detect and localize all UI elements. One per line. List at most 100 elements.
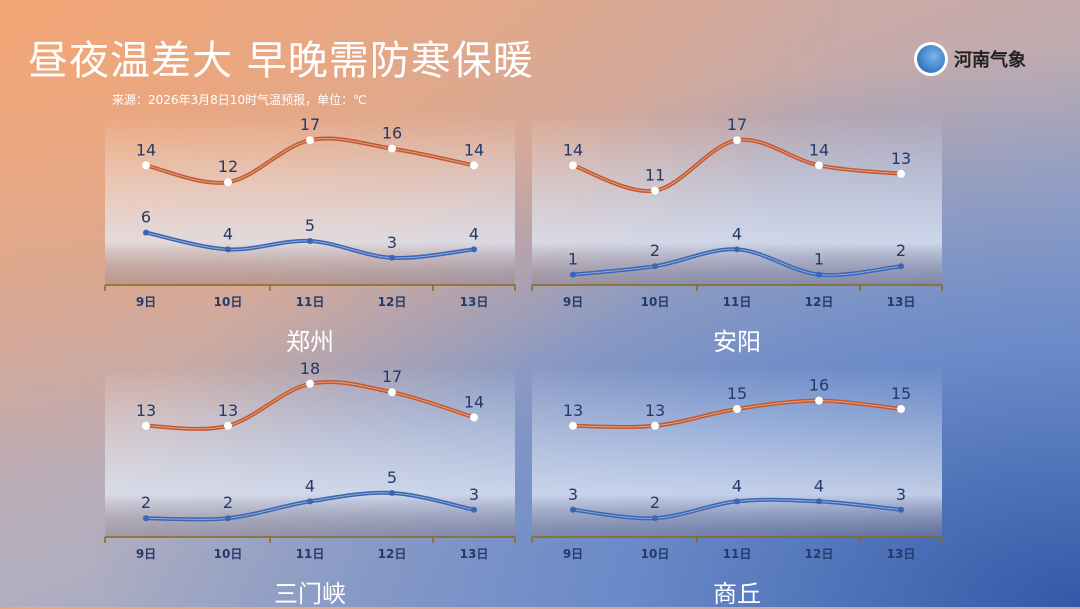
chart-0: 9日 10日 11日 12日 13日 14 12 17 16 14 6 4 5 3 4 — [104, 115, 516, 309]
data-label: 2 — [896, 241, 906, 260]
data-point — [570, 271, 576, 278]
x-tick-label: 13日 — [887, 295, 916, 309]
x-tick-label: 10日 — [641, 547, 670, 561]
source-note: 来源：2026年3月8日10时气温预报，单位：℃ — [112, 93, 367, 107]
data-point — [569, 161, 577, 170]
chart-3: 9日 10日 11日 12日 13日 13 13 15 16 15 3 2 4 4 3 — [531, 367, 943, 561]
data-point — [815, 161, 823, 170]
data-point — [734, 246, 740, 253]
x-tick-label: 11日 — [723, 295, 752, 309]
data-label: 4 — [814, 476, 824, 495]
data-point — [470, 161, 478, 170]
data-label: 13 — [891, 149, 911, 168]
data-label: 2 — [650, 493, 660, 512]
data-point — [306, 379, 314, 388]
data-label: 4 — [469, 224, 479, 243]
x-tick-label: 13日 — [460, 295, 489, 309]
logo: 河南气象 — [914, 42, 1026, 76]
x-tick-label: 12日 — [378, 547, 407, 561]
data-label: 17 — [300, 115, 320, 134]
x-tick-label: 12日 — [378, 295, 407, 309]
x-tick-label: 9日 — [136, 295, 156, 309]
data-label: 4 — [732, 476, 742, 495]
logo-text: 河南气象 — [954, 50, 1026, 71]
data-label: 5 — [305, 216, 315, 235]
data-point — [389, 254, 395, 261]
data-point — [224, 178, 232, 187]
x-tick-label: 12日 — [805, 295, 834, 309]
data-point — [816, 271, 822, 278]
data-point — [224, 421, 232, 430]
data-point — [734, 498, 740, 505]
data-point — [307, 238, 313, 244]
x-tick-label: 9日 — [563, 547, 583, 561]
x-tick-label: 13日 — [460, 547, 489, 561]
city-title: 安阳 — [713, 328, 761, 356]
data-point — [651, 186, 659, 195]
data-point — [470, 413, 478, 422]
data-label: 11 — [645, 166, 665, 185]
city-title: 三门峡 — [274, 580, 346, 608]
data-point — [815, 396, 823, 405]
data-point — [733, 405, 741, 413]
data-point — [733, 136, 741, 145]
data-label: 13 — [136, 401, 156, 420]
x-tick-label: 11日 — [723, 547, 752, 561]
x-tick-label: 11日 — [296, 547, 325, 561]
plot-area — [105, 367, 515, 537]
x-tick-label: 10日 — [214, 547, 243, 561]
data-point — [307, 498, 313, 505]
data-label: 13 — [563, 401, 583, 420]
data-point — [898, 506, 904, 513]
data-point — [569, 421, 577, 430]
data-label: 6 — [141, 208, 151, 227]
data-point — [388, 388, 396, 397]
data-label: 13 — [645, 401, 665, 420]
data-label: 17 — [727, 115, 747, 134]
data-label: 5 — [387, 468, 397, 487]
x-tick-label: 10日 — [214, 295, 243, 309]
city-title: 商丘 — [713, 580, 761, 608]
plot-area — [532, 367, 942, 537]
data-label: 3 — [896, 485, 906, 504]
data-point — [143, 515, 149, 522]
data-label: 17 — [382, 367, 402, 386]
data-label: 2 — [650, 241, 660, 260]
data-label: 2 — [223, 493, 233, 512]
x-tick-label: 12日 — [805, 547, 834, 561]
data-point — [897, 169, 905, 178]
chart-2: 9日 10日 11日 12日 13日 13 13 18 17 14 2 2 4 5 3 — [104, 359, 516, 561]
data-label: 18 — [300, 359, 320, 378]
page-title: 昼夜温差大 早晚需防寒保暖 — [28, 38, 534, 84]
x-tick-label: 9日 — [563, 295, 583, 309]
data-label: 16 — [809, 376, 829, 395]
x-tick-label: 13日 — [887, 547, 916, 561]
city-title: 郑州 — [286, 328, 334, 356]
data-label: 1 — [814, 250, 824, 269]
data-point — [306, 136, 314, 145]
data-point — [389, 490, 395, 496]
x-tick-label: 9日 — [136, 547, 156, 561]
data-point — [471, 246, 477, 253]
data-label: 16 — [382, 124, 402, 143]
data-label: 14 — [464, 392, 484, 411]
data-label: 13 — [218, 401, 238, 420]
data-label: 14 — [809, 140, 829, 159]
data-point — [816, 498, 822, 505]
data-point — [225, 515, 231, 522]
data-point — [471, 506, 477, 513]
data-point — [142, 421, 150, 430]
data-label: 4 — [732, 224, 742, 243]
data-label: 3 — [469, 485, 479, 504]
data-point — [388, 144, 396, 153]
data-point — [651, 421, 659, 430]
data-point — [652, 263, 658, 270]
data-label: 3 — [387, 233, 397, 252]
data-point — [898, 263, 904, 270]
x-tick-label: 11日 — [296, 295, 325, 309]
data-point — [652, 515, 658, 522]
data-label: 1 — [568, 250, 578, 269]
data-label: 4 — [223, 224, 233, 243]
